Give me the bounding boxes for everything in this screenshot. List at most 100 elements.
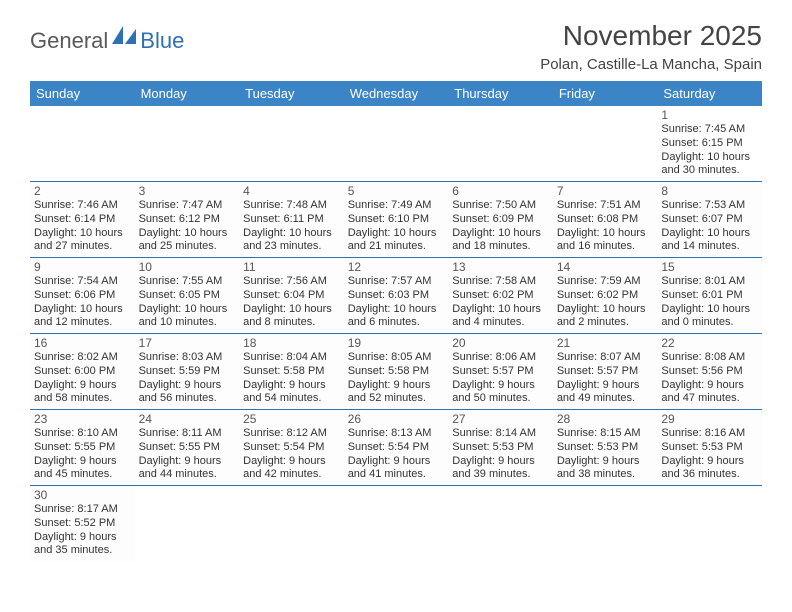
day-sunset: Sunset: 5:59 PM [139,365,236,379]
day-number: 3 [139,184,236,198]
day-day1: Daylight: 9 hours [348,379,445,393]
day-day2: and 50 minutes. [452,392,549,406]
calendar-row: 16Sunrise: 8:02 AMSunset: 6:00 PMDayligh… [30,334,762,410]
day-sunset: Sunset: 5:56 PM [661,365,758,379]
day-sunset: Sunset: 5:53 PM [557,441,654,455]
day-day2: and 6 minutes. [348,316,445,330]
calendar-cell [344,106,449,182]
day-number: 20 [452,336,549,350]
weekday-header: Saturday [657,81,762,106]
day-sunset: Sunset: 6:09 PM [452,213,549,227]
calendar-cell: 2Sunrise: 7:46 AMSunset: 6:14 PMDaylight… [30,182,135,258]
day-day1: Daylight: 9 hours [557,455,654,469]
calendar-cell: 1Sunrise: 7:45 AMSunset: 6:15 PMDaylight… [657,106,762,182]
day-number: 14 [557,260,654,274]
day-sunset: Sunset: 6:11 PM [243,213,340,227]
day-day1: Daylight: 10 hours [452,303,549,317]
day-day2: and 44 minutes. [139,468,236,482]
sail-icon [112,26,138,49]
calendar-cell: 22Sunrise: 8:08 AMSunset: 5:56 PMDayligh… [657,334,762,410]
day-number: 27 [452,412,549,426]
day-day1: Daylight: 9 hours [452,455,549,469]
day-day2: and 45 minutes. [34,468,131,482]
calendar-cell [448,106,553,182]
calendar-cell: 11Sunrise: 7:56 AMSunset: 6:04 PMDayligh… [239,258,344,334]
day-sunrise: Sunrise: 7:47 AM [139,199,236,213]
day-sunrise: Sunrise: 7:45 AM [661,123,758,137]
day-day1: Daylight: 10 hours [34,303,131,317]
day-sunset: Sunset: 5:53 PM [452,441,549,455]
day-sunrise: Sunrise: 8:14 AM [452,427,549,441]
day-number: 29 [661,412,758,426]
day-sunrise: Sunrise: 7:48 AM [243,199,340,213]
day-sunrise: Sunrise: 7:56 AM [243,275,340,289]
calendar-cell: 28Sunrise: 8:15 AMSunset: 5:53 PMDayligh… [553,410,658,486]
logo-text-general: General [30,28,108,54]
day-sunrise: Sunrise: 8:11 AM [139,427,236,441]
day-number: 18 [243,336,340,350]
day-sunrise: Sunrise: 8:12 AM [243,427,340,441]
day-sunrise: Sunrise: 8:16 AM [661,427,758,441]
day-number: 19 [348,336,445,350]
day-day2: and 18 minutes. [452,240,549,254]
calendar-cell: 15Sunrise: 8:01 AMSunset: 6:01 PMDayligh… [657,258,762,334]
day-sunrise: Sunrise: 8:17 AM [34,503,131,517]
calendar-cell: 30Sunrise: 8:17 AMSunset: 5:52 PMDayligh… [30,486,135,562]
day-number: 4 [243,184,340,198]
weekday-header: Wednesday [344,81,449,106]
day-sunrise: Sunrise: 8:10 AM [34,427,131,441]
calendar-cell [553,486,658,562]
calendar-cell: 16Sunrise: 8:02 AMSunset: 6:00 PMDayligh… [30,334,135,410]
day-day2: and 0 minutes. [661,316,758,330]
day-number: 1 [661,108,758,122]
calendar-cell [239,486,344,562]
day-sunrise: Sunrise: 8:02 AM [34,351,131,365]
calendar-cell: 10Sunrise: 7:55 AMSunset: 6:05 PMDayligh… [135,258,240,334]
day-day1: Daylight: 10 hours [557,227,654,241]
calendar-row: 1Sunrise: 7:45 AMSunset: 6:15 PMDaylight… [30,106,762,182]
day-day2: and 8 minutes. [243,316,340,330]
day-number: 16 [34,336,131,350]
logo: General Blue [30,26,184,55]
day-number: 8 [661,184,758,198]
calendar-cell: 21Sunrise: 8:07 AMSunset: 5:57 PMDayligh… [553,334,658,410]
calendar-cell [553,106,658,182]
day-number: 22 [661,336,758,350]
day-sunset: Sunset: 6:02 PM [452,289,549,303]
day-sunrise: Sunrise: 7:49 AM [348,199,445,213]
day-day2: and 25 minutes. [139,240,236,254]
calendar-cell: 26Sunrise: 8:13 AMSunset: 5:54 PMDayligh… [344,410,449,486]
day-day2: and 54 minutes. [243,392,340,406]
day-sunrise: Sunrise: 7:54 AM [34,275,131,289]
day-day1: Daylight: 9 hours [557,379,654,393]
calendar-cell: 17Sunrise: 8:03 AMSunset: 5:59 PMDayligh… [135,334,240,410]
day-number: 10 [139,260,236,274]
calendar-cell [344,486,449,562]
day-day2: and 10 minutes. [139,316,236,330]
day-day1: Daylight: 10 hours [557,303,654,317]
day-sunrise: Sunrise: 8:04 AM [243,351,340,365]
day-day2: and 41 minutes. [348,468,445,482]
day-day1: Daylight: 10 hours [243,227,340,241]
day-number: 12 [348,260,445,274]
day-day1: Daylight: 9 hours [243,455,340,469]
day-sunrise: Sunrise: 8:01 AM [661,275,758,289]
day-sunset: Sunset: 5:53 PM [661,441,758,455]
calendar-cell: 8Sunrise: 7:53 AMSunset: 6:07 PMDaylight… [657,182,762,258]
day-number: 28 [557,412,654,426]
calendar-cell [135,106,240,182]
calendar-cell: 29Sunrise: 8:16 AMSunset: 5:53 PMDayligh… [657,410,762,486]
day-day2: and 47 minutes. [661,392,758,406]
day-sunrise: Sunrise: 8:05 AM [348,351,445,365]
day-day1: Daylight: 10 hours [452,227,549,241]
day-sunset: Sunset: 6:08 PM [557,213,654,227]
day-sunset: Sunset: 6:12 PM [139,213,236,227]
day-sunrise: Sunrise: 7:55 AM [139,275,236,289]
day-number: 25 [243,412,340,426]
day-day1: Daylight: 9 hours [452,379,549,393]
calendar-body: 1Sunrise: 7:45 AMSunset: 6:15 PMDaylight… [30,106,762,561]
day-day1: Daylight: 10 hours [139,227,236,241]
day-day2: and 56 minutes. [139,392,236,406]
day-day2: and 14 minutes. [661,240,758,254]
day-sunrise: Sunrise: 8:13 AM [348,427,445,441]
